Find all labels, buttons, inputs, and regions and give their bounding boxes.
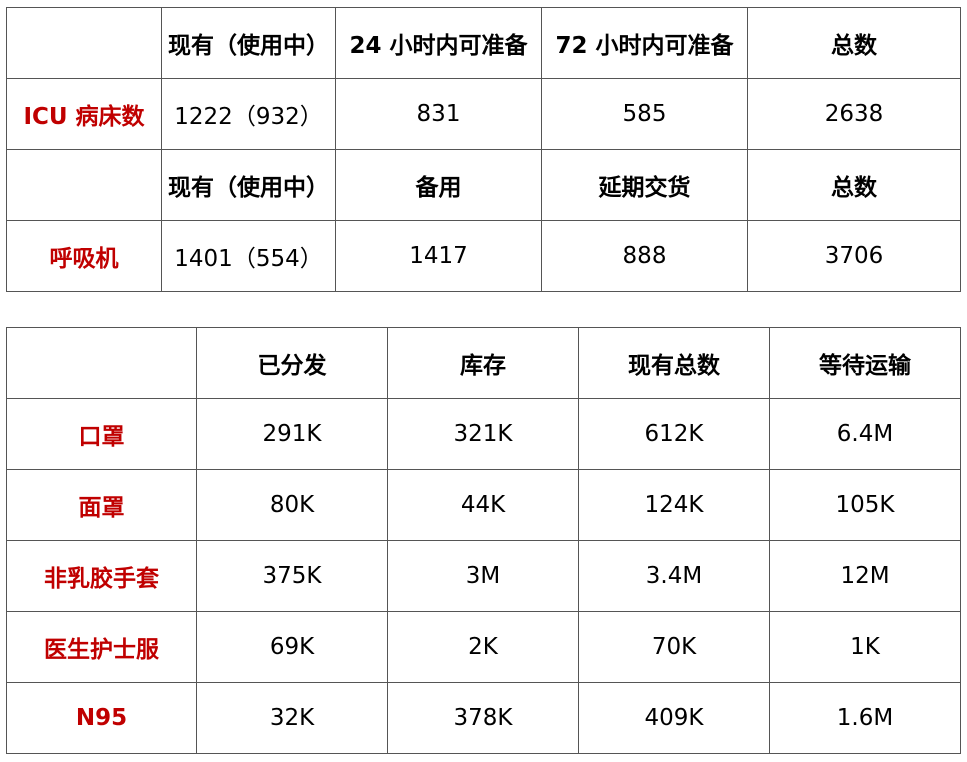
table-cell: 3.4M <box>578 540 770 612</box>
table-cell: 1401（554） <box>161 220 336 292</box>
table-cell: 321K <box>387 398 579 470</box>
column-header: 已分发 <box>196 327 388 399</box>
table-cell: 291K <box>196 398 388 470</box>
corner-cell <box>6 327 197 399</box>
column-header: 现有总数 <box>578 327 770 399</box>
table-header-row: 现有（使用中） 备用 延期交货 总数 <box>6 149 961 221</box>
table-cell: 1K <box>769 611 961 683</box>
row-label: N95 <box>6 682 197 754</box>
table-cell: 70K <box>578 611 770 683</box>
row-label: 口罩 <box>6 398 197 470</box>
table-cell: 12M <box>769 540 961 612</box>
table-cell: 612K <box>578 398 770 470</box>
column-header: 72 小时内可准备 <box>541 7 748 79</box>
table-row: 口罩 291K 321K 612K 6.4M <box>6 398 961 470</box>
table-row: 非乳胶手套 375K 3M 3.4M 12M <box>6 540 961 612</box>
table-cell: 831 <box>335 78 542 150</box>
corner-cell <box>6 149 162 221</box>
row-label: 面罩 <box>6 469 197 541</box>
column-header: 总数 <box>747 7 961 79</box>
row-label: ICU 病床数 <box>6 78 162 150</box>
table-cell: 2K <box>387 611 579 683</box>
table-cell: 105K <box>769 469 961 541</box>
table-cell: 69K <box>196 611 388 683</box>
table-row: N95 32K 378K 409K 1.6M <box>6 682 961 754</box>
table-cell: 585 <box>541 78 748 150</box>
table-header-row: 现有（使用中） 24 小时内可准备 72 小时内可准备 总数 <box>6 7 961 79</box>
table-cell: 888 <box>541 220 748 292</box>
row-label: 医生护士服 <box>6 611 197 683</box>
table-cell: 409K <box>578 682 770 754</box>
column-header: 延期交货 <box>541 149 748 221</box>
table-row: 面罩 80K 44K 124K 105K <box>6 469 961 541</box>
table-header-row: 已分发 库存 现有总数 等待运输 <box>6 327 961 399</box>
column-header: 等待运输 <box>769 327 961 399</box>
table-cell: 6.4M <box>769 398 961 470</box>
row-label: 非乳胶手套 <box>6 540 197 612</box>
table-cell: 44K <box>387 469 579 541</box>
corner-cell <box>6 7 162 79</box>
table-cell: 124K <box>578 469 770 541</box>
table-cell: 3M <box>387 540 579 612</box>
column-header: 总数 <box>747 149 961 221</box>
column-header: 备用 <box>335 149 542 221</box>
table-cell: 2638 <box>747 78 961 150</box>
table-cell: 80K <box>196 469 388 541</box>
table-cell: 375K <box>196 540 388 612</box>
table-cell: 3706 <box>747 220 961 292</box>
icu-ventilator-table: 现有（使用中） 24 小时内可准备 72 小时内可准备 总数 ICU 病床数 1… <box>6 7 961 292</box>
row-label: 呼吸机 <box>6 220 162 292</box>
table-row: 医生护士服 69K 2K 70K 1K <box>6 611 961 683</box>
table-cell: 1417 <box>335 220 542 292</box>
ppe-supply-table: 已分发 库存 现有总数 等待运输 口罩 291K 321K 612K 6.4M … <box>6 327 961 754</box>
table-row: 呼吸机 1401（554） 1417 888 3706 <box>6 220 961 292</box>
column-header: 现有（使用中） <box>161 149 336 221</box>
table-row: ICU 病床数 1222（932） 831 585 2638 <box>6 78 961 150</box>
column-header: 库存 <box>387 327 579 399</box>
column-header: 24 小时内可准备 <box>335 7 542 79</box>
table-cell: 378K <box>387 682 579 754</box>
table-cell: 1222（932） <box>161 78 336 150</box>
column-header: 现有（使用中） <box>161 7 336 79</box>
table-cell: 1.6M <box>769 682 961 754</box>
table-cell: 32K <box>196 682 388 754</box>
